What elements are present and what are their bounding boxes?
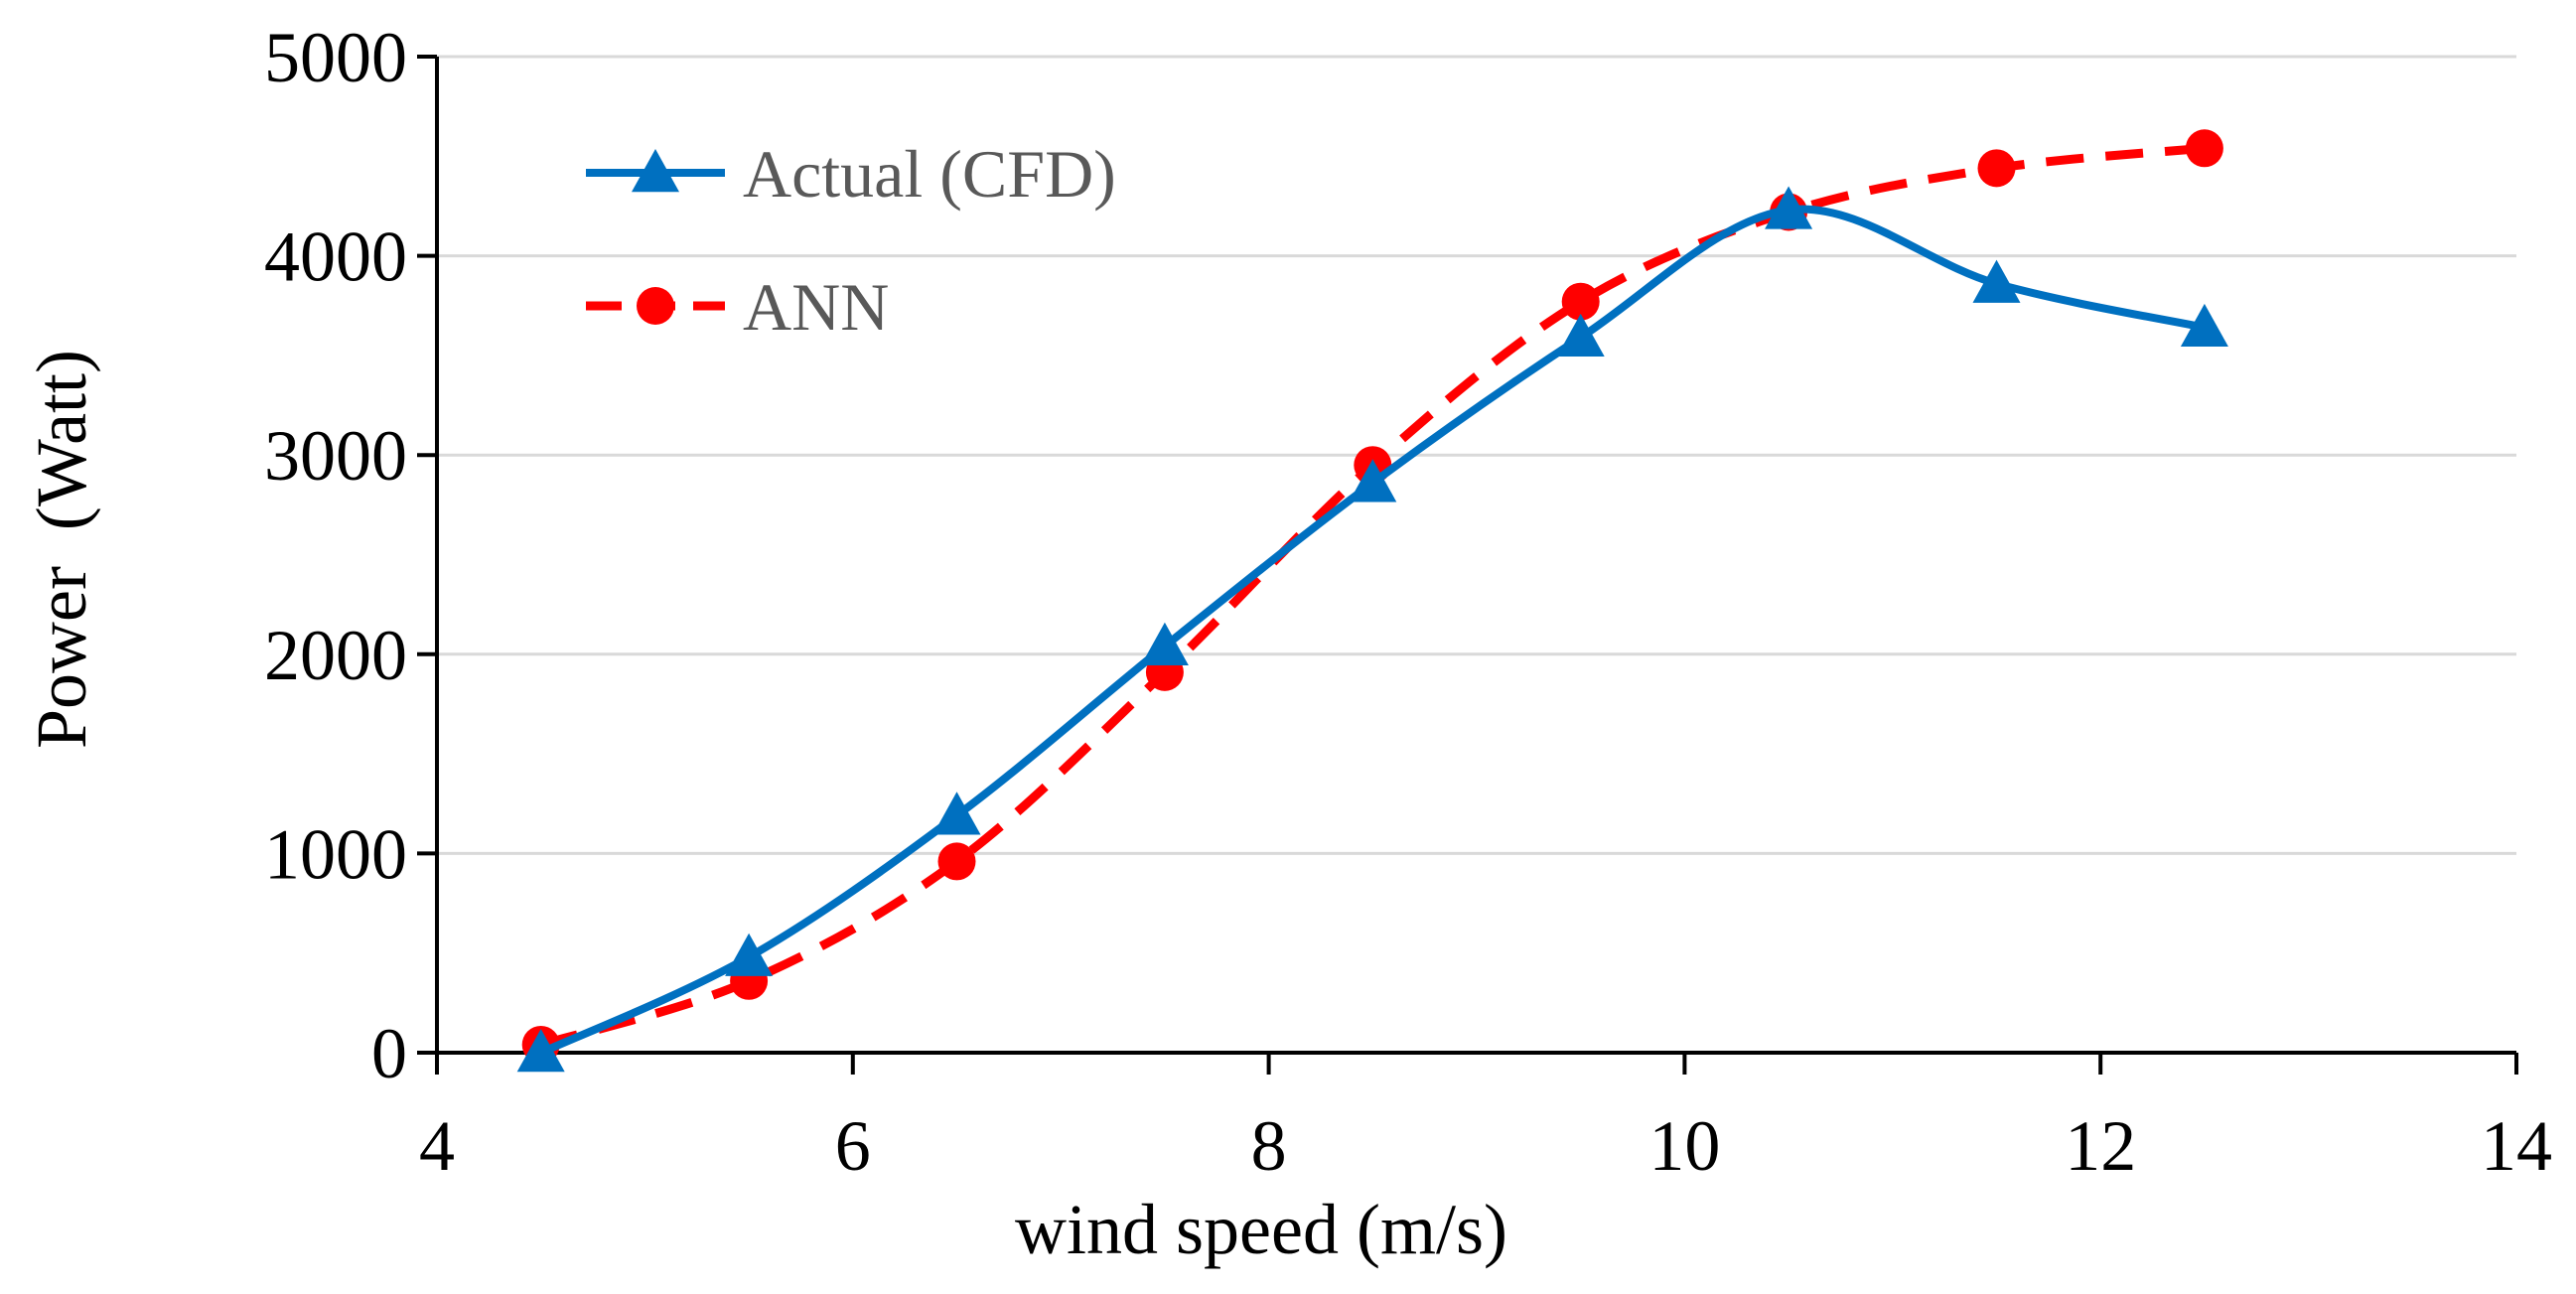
data-point-actual-cfd <box>2180 303 2228 348</box>
data-point-ann <box>2185 129 2223 168</box>
data-point-actual-cfd <box>932 791 981 835</box>
data-point-actual-cfd <box>1556 313 1605 358</box>
legend: Actual (CFD) ANN <box>586 136 1116 345</box>
tick-labels: 0 1000 2000 3000 4000 5000 4 6 8 10 12 14 <box>264 18 2552 1186</box>
series-layer <box>516 129 2228 1073</box>
y-tick-label: 3000 <box>264 416 407 496</box>
y-tick-label: 1000 <box>264 814 407 894</box>
y-tick-label: 2000 <box>264 616 407 695</box>
legend-label-ann: ANN <box>743 269 889 345</box>
data-point-actual-cfd <box>1765 186 1813 229</box>
data-point-actual-cfd <box>516 1029 565 1073</box>
legend-marker-ann <box>637 287 674 325</box>
data-point-actual-cfd <box>1140 622 1189 665</box>
legend-marker-actual-cfd <box>632 149 679 193</box>
data-point-ann <box>1977 149 2016 188</box>
x-tick-label: 12 <box>2065 1106 2136 1186</box>
y-axis-title: Power (Watt) <box>22 350 101 749</box>
legend-label-actual-cfd: Actual (CFD) <box>743 136 1116 212</box>
data-point-ann <box>937 842 976 881</box>
x-tick-label: 6 <box>835 1106 871 1186</box>
x-tick-label: 10 <box>1648 1106 1720 1186</box>
x-tick-label: 4 <box>419 1106 455 1186</box>
gridlines <box>437 55 2516 855</box>
data-point-actual-cfd <box>725 933 774 976</box>
axes <box>417 55 2518 1075</box>
data-point-actual-cfd <box>1972 259 2021 303</box>
x-axis-title: wind speed (m/s) <box>1015 1190 1507 1269</box>
data-point-ann <box>1561 282 1600 321</box>
y-tick-label: 0 <box>371 1014 407 1093</box>
y-tick-label: 5000 <box>264 18 407 97</box>
data-point-actual-cfd <box>1349 459 1397 503</box>
y-tick-label: 4000 <box>264 217 407 297</box>
x-tick-label: 14 <box>2481 1106 2552 1186</box>
x-tick-label: 8 <box>1251 1106 1287 1186</box>
